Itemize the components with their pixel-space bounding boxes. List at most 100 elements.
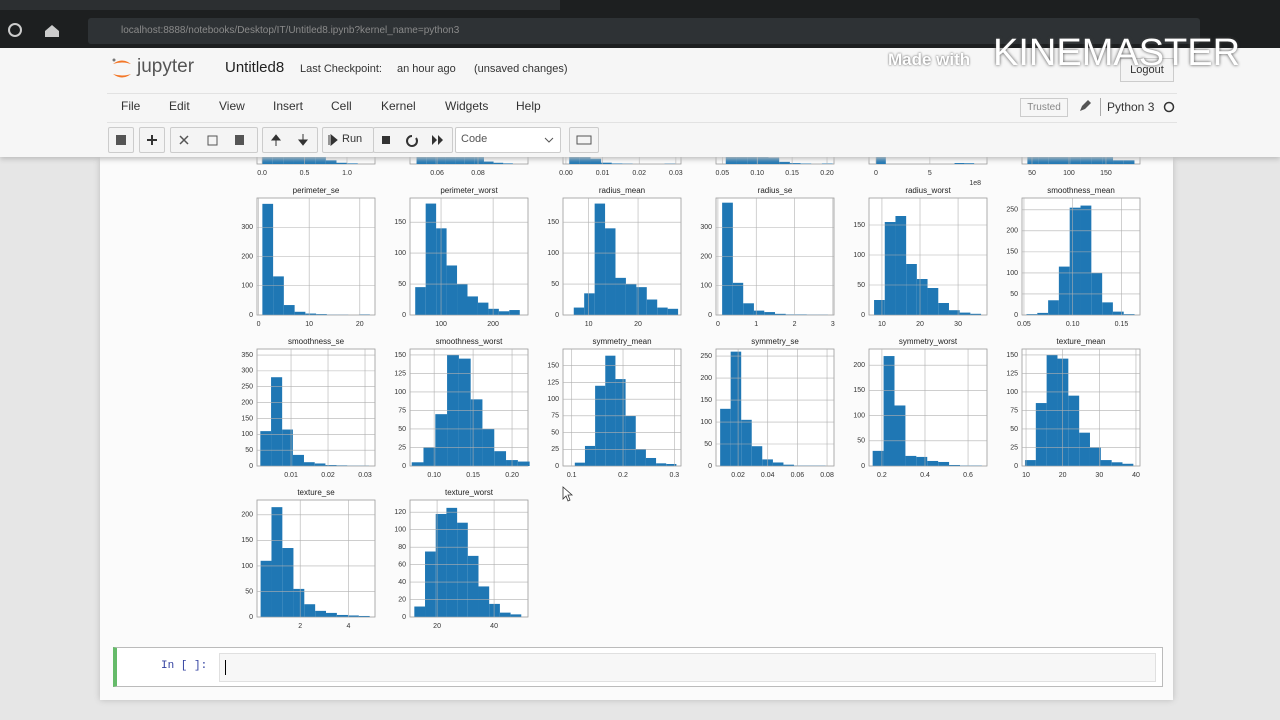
- histogram-bar: [1035, 403, 1047, 466]
- x-tick-label: 10: [1022, 472, 1030, 479]
- histogram-bar: [615, 379, 626, 466]
- menu-item[interactable]: Widgets: [445, 99, 489, 113]
- x-tick-label: 1.0: [342, 170, 352, 177]
- histogram-bar: [262, 203, 274, 315]
- chart-title: texture_se: [297, 488, 335, 497]
- y-tick-label: 25: [1010, 444, 1018, 451]
- histogram-bar: [478, 586, 490, 617]
- y-tick-label: 100: [700, 419, 712, 426]
- histogram-bar: [425, 551, 436, 617]
- y-tick-label: 120: [394, 509, 406, 516]
- x-tick-label: 0.15: [466, 472, 480, 479]
- move-buttons[interactable]: [262, 127, 318, 153]
- browser-nav-icons[interactable]: [6, 20, 66, 40]
- x-tick-label: 20: [356, 321, 364, 328]
- histogram-bar: [1037, 312, 1049, 315]
- histogram-bar: [517, 461, 530, 466]
- y-tick-label: 50: [1010, 426, 1018, 433]
- browser-bar: localhost:8888/notebooks/Desktop/IT/Unti…: [0, 0, 1280, 48]
- histogram-bar: [488, 308, 499, 315]
- x-tick-label: 0.08: [820, 472, 834, 479]
- x-tick-label: 0.03: [669, 170, 683, 177]
- y-tick-label: 0: [1014, 463, 1018, 470]
- y-tick-label: 350: [241, 352, 253, 359]
- command-palette-button[interactable]: [569, 127, 599, 153]
- cell-type-select[interactable]: Code: [455, 127, 561, 153]
- jupyter-logo[interactable]: jupyter: [137, 56, 195, 77]
- menu-bar: [107, 93, 1177, 123]
- histogram-bar: [260, 560, 272, 617]
- y-tick-label: 0: [555, 463, 559, 470]
- histogram-bar: [948, 310, 960, 315]
- y-tick-label: 0: [402, 463, 406, 470]
- unsaved-status: (unsaved changes): [474, 63, 568, 75]
- menu-item[interactable]: Edit: [169, 99, 190, 113]
- x-tick-label: 0.15: [1115, 321, 1129, 328]
- x-tick-label: 10: [305, 321, 313, 328]
- histogram-bar: [605, 355, 616, 466]
- divider: [1100, 98, 1101, 116]
- y-tick-label: 0: [861, 463, 865, 470]
- y-tick-label: 150: [853, 222, 865, 229]
- x-tick-label: 0.02: [321, 472, 335, 479]
- menu-item[interactable]: Insert: [273, 99, 304, 113]
- histogram-bar: [336, 614, 348, 617]
- y-tick-label: 250: [1006, 207, 1018, 214]
- kernel-buttons[interactable]: [373, 127, 453, 153]
- menu-item[interactable]: Cell: [331, 99, 352, 113]
- y-tick-label: 0: [402, 614, 406, 621]
- y-tick-label: 300: [241, 224, 253, 231]
- histogram-bar: [883, 356, 895, 466]
- edit-buttons[interactable]: [170, 127, 258, 153]
- x-tick-label: 20: [1059, 472, 1067, 479]
- histogram-bar: [477, 302, 489, 315]
- x-tick-label: 0.20: [505, 472, 519, 479]
- x-tick-label: 0.00: [559, 170, 573, 177]
- chart-title: symmetry_mean: [592, 337, 651, 346]
- histogram-bar: [970, 313, 982, 315]
- histogram-bar: [316, 314, 327, 315]
- histogram-bar: [916, 279, 928, 315]
- chart-title: smoothness_mean: [1047, 186, 1115, 195]
- chart-title: symmetry_worst: [899, 337, 958, 346]
- chart-title: radius_mean: [599, 186, 645, 195]
- histogram-bar: [656, 463, 667, 466]
- histogram-bar: [446, 265, 458, 315]
- browser-tabs: [0, 0, 560, 10]
- code-editor[interactable]: [219, 653, 1156, 682]
- insert-cell-button[interactable]: [139, 127, 165, 153]
- x-tick-label: 100: [1063, 170, 1075, 177]
- input-cell[interactable]: In [ ]:: [113, 647, 1163, 687]
- histogram-bar: [1113, 160, 1124, 164]
- url-bar[interactable]: localhost:8888/notebooks/Desktop/IT/Unti…: [88, 18, 1200, 44]
- menu-item[interactable]: Help: [516, 99, 541, 113]
- y-tick-label: 150: [547, 219, 559, 226]
- y-tick-label: 150: [853, 387, 865, 394]
- histogram-bar: [283, 305, 295, 315]
- trusted-badge[interactable]: Trusted: [1020, 98, 1068, 117]
- histogram-bar: [753, 310, 765, 315]
- notebook-title[interactable]: Untitled8: [225, 59, 285, 76]
- save-button[interactable]: [108, 127, 134, 153]
- checkpoint-label: Last Checkpoint:: [300, 63, 382, 75]
- jupyter-logo-icon: [112, 58, 131, 78]
- histogram-bar: [493, 162, 504, 164]
- x-tick-label: 0.04: [761, 472, 775, 479]
- histogram-bar: [474, 156, 484, 164]
- histogram-bar: [315, 610, 327, 617]
- run-button[interactable]: Run: [322, 127, 374, 153]
- y-tick-label: 150: [241, 415, 253, 422]
- logout-button[interactable]: Logout: [1120, 58, 1174, 82]
- menu-item[interactable]: File: [121, 99, 141, 113]
- run-label: Run: [342, 133, 363, 145]
- x-tick-label: 0.05: [715, 170, 729, 177]
- histogram-bar: [1123, 314, 1135, 315]
- edit-icon[interactable]: [1078, 99, 1092, 113]
- histogram-bar: [303, 462, 315, 466]
- y-tick-label: 100: [394, 250, 406, 257]
- menu-item[interactable]: View: [219, 99, 245, 113]
- y-tick-label: 125: [547, 379, 559, 386]
- y-tick-label: 100: [700, 283, 712, 290]
- menu-item[interactable]: Kernel: [381, 99, 416, 113]
- y-tick-label: 75: [398, 407, 406, 414]
